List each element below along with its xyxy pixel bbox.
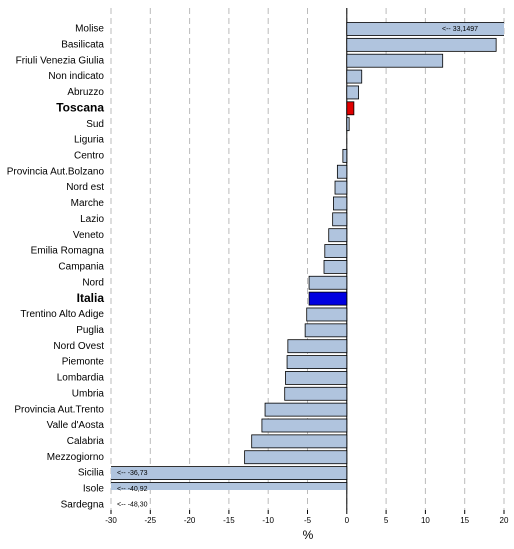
bars <box>0 22 504 511</box>
bar <box>346 53 444 68</box>
x-tick-label: 5 <box>384 516 389 525</box>
x-tick-label: -20 <box>184 516 196 525</box>
bar <box>244 450 348 465</box>
x-tick-label: -15 <box>223 516 235 525</box>
y-tick-label: Veneto <box>73 230 105 241</box>
y-tick-label: Italia <box>77 291 105 305</box>
y-tick-label: Provincia Aut.Trento <box>14 404 104 415</box>
y-tick-label: Non indicato <box>48 71 104 82</box>
y-tick-label: Piemonte <box>62 357 105 368</box>
y-tick-label: Emilia Romagna <box>31 246 105 257</box>
bar <box>334 180 348 195</box>
bar <box>342 148 348 163</box>
y-tick-label: Friuli Venezia Giulia <box>16 55 105 66</box>
x-axis-label: % <box>303 528 314 542</box>
y-tick-label: Calabria <box>67 436 105 447</box>
bar <box>308 291 348 306</box>
value-label: <-- -40,92 <box>117 486 148 493</box>
bar <box>285 371 348 385</box>
bar <box>346 22 504 36</box>
y-tick-label: Nord <box>82 277 104 288</box>
bar <box>328 228 348 243</box>
bar <box>324 244 348 258</box>
value-label: <-- -48,30 <box>117 502 148 509</box>
bar <box>333 196 348 211</box>
x-tick-label: -5 <box>304 516 312 525</box>
bar <box>346 37 497 52</box>
bar <box>346 85 359 100</box>
y-tick-label: Lombardia <box>57 373 105 384</box>
y-tick-label: Provincia Aut.Bolzano <box>7 166 105 177</box>
x-tick-label: -25 <box>145 516 157 525</box>
bar <box>323 259 348 274</box>
bar <box>332 212 348 227</box>
bar <box>261 418 348 433</box>
x-tick-label: 20 <box>500 516 509 525</box>
bar <box>264 402 348 417</box>
bar <box>306 307 348 322</box>
y-tick-label: Isole <box>83 484 105 495</box>
bar <box>251 434 348 449</box>
bar <box>111 482 348 490</box>
y-tick-label: Marche <box>71 198 105 209</box>
x-tick-label: 0 <box>345 516 350 525</box>
y-tick-label: Nord Ovest <box>53 341 104 352</box>
y-tick-label: Lazio <box>80 214 104 225</box>
y-tick-label: Valle d'Aosta <box>47 420 105 431</box>
y-tick-label: Toscana <box>56 100 104 114</box>
bar <box>336 164 348 179</box>
y-tick-label: Centro <box>74 151 104 162</box>
value-label: <-- -36,73 <box>117 470 148 477</box>
y-tick-label: Trentino Alto Adige <box>20 309 104 320</box>
y-tick-label: Nord est <box>66 182 104 193</box>
y-tick-label: Umbria <box>72 388 105 399</box>
bar <box>286 355 348 369</box>
x-tick-label: -30 <box>105 516 117 525</box>
y-tick-label: Campania <box>58 262 104 273</box>
y-tick-label: Sud <box>86 119 104 130</box>
value-label: <-- 33,1497 <box>442 26 478 33</box>
bar <box>346 69 363 84</box>
bar <box>111 466 348 480</box>
bar <box>346 101 355 116</box>
y-tick-label: Sardegna <box>61 499 105 510</box>
y-tick-label: Mezzogiorno <box>47 452 105 463</box>
x-tick-label: -10 <box>262 516 274 525</box>
y-tick-label: Puglia <box>76 325 104 336</box>
y-tick-label: Abruzzo <box>67 87 104 98</box>
x-tick-label: 15 <box>460 516 469 525</box>
x-tick-label: 10 <box>421 516 430 525</box>
bar <box>0 498 347 511</box>
y-tick-label: Basilicata <box>61 40 104 51</box>
y-tick-label: Liguria <box>74 135 104 146</box>
bar <box>287 339 348 354</box>
y-tick-label: Sicilia <box>78 468 105 479</box>
bar <box>308 275 348 290</box>
labels: -30 -25 -20 -15 -10 -5 0 5 10 15 20 Molise <-- 33,14… <box>7 24 509 525</box>
y-tick-label: Molise <box>75 24 104 35</box>
bar <box>346 117 350 132</box>
bar <box>304 323 348 338</box>
bar <box>284 386 348 401</box>
